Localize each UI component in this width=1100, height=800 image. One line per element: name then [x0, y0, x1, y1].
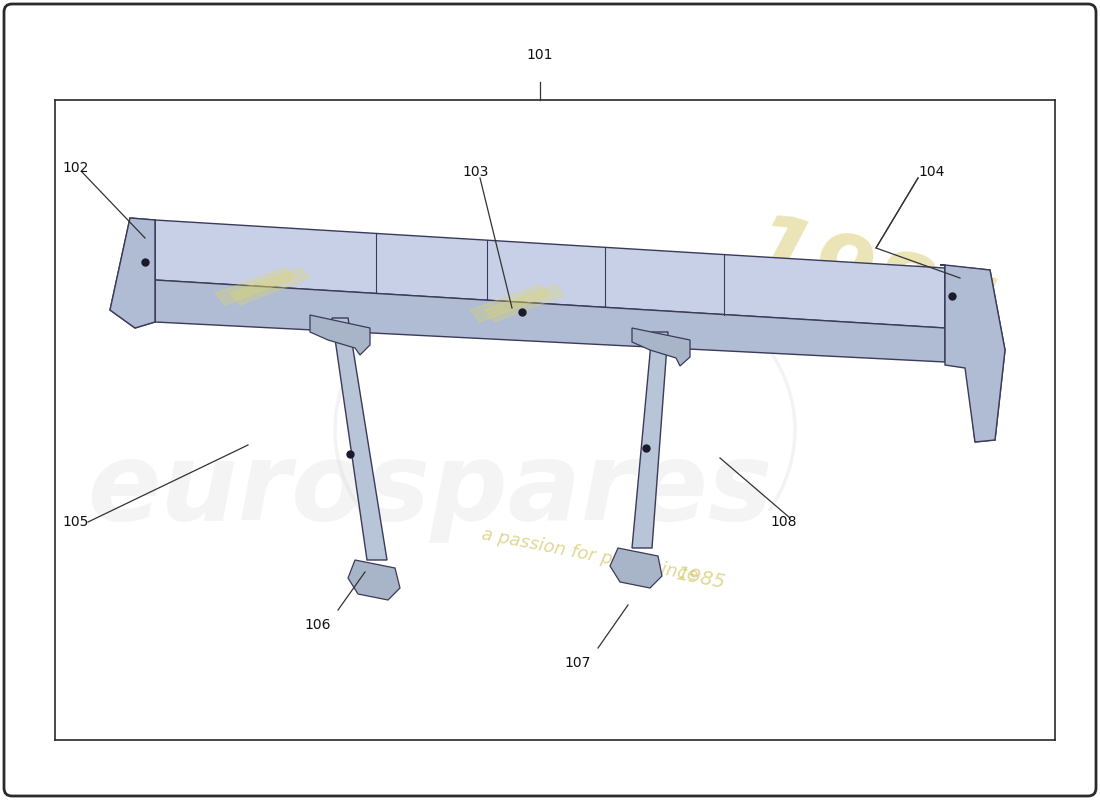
Polygon shape [155, 280, 945, 362]
Polygon shape [470, 285, 550, 322]
Polygon shape [485, 285, 565, 322]
Polygon shape [610, 548, 662, 588]
Text: 103: 103 [462, 165, 488, 179]
Polygon shape [310, 315, 370, 355]
Polygon shape [632, 328, 690, 366]
Polygon shape [632, 332, 668, 548]
Polygon shape [332, 318, 387, 560]
Text: 1985: 1985 [737, 206, 1003, 364]
Text: 108: 108 [770, 515, 796, 529]
Text: a passion for parts since: a passion for parts since [481, 525, 700, 585]
Polygon shape [348, 560, 400, 600]
Polygon shape [230, 268, 310, 305]
Polygon shape [155, 220, 945, 328]
Text: 107: 107 [564, 656, 591, 670]
Text: 104: 104 [918, 165, 945, 179]
Text: 106: 106 [305, 618, 331, 632]
Text: 101: 101 [527, 48, 553, 62]
Text: 1985: 1985 [674, 564, 726, 592]
Polygon shape [214, 268, 295, 305]
Polygon shape [940, 265, 1005, 442]
Polygon shape [945, 265, 1005, 442]
FancyBboxPatch shape [4, 4, 1096, 796]
Text: 102: 102 [62, 161, 88, 175]
Text: 105: 105 [62, 515, 88, 529]
Text: eurospares: eurospares [87, 437, 772, 543]
Polygon shape [110, 218, 155, 328]
Polygon shape [110, 218, 155, 328]
